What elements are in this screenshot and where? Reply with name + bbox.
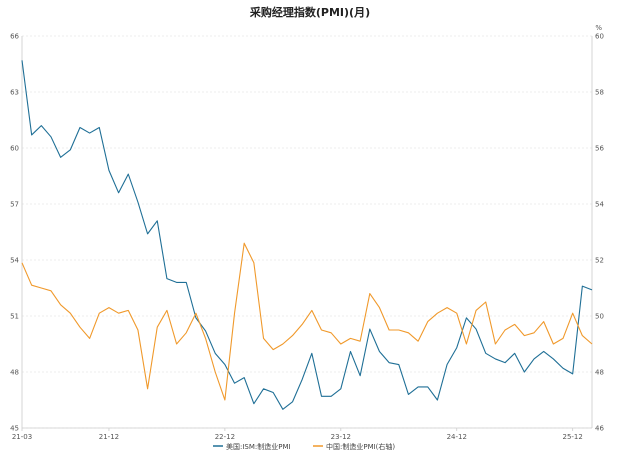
x-tick-label: 24-12: [447, 433, 467, 441]
x-tick-label: 25-12: [563, 433, 583, 441]
y-left-tick-label: 48: [10, 369, 19, 377]
y-left-tick-label: 63: [10, 89, 19, 97]
y-right-tick-label: 46: [595, 425, 604, 433]
y-left-tick-label: 60: [10, 145, 19, 153]
y-left-tick-label: 57: [10, 201, 19, 209]
y-right-tick-label: 60: [595, 33, 604, 41]
y-right-tick-label: 48: [595, 369, 604, 377]
y-right-tick-label: 54: [595, 201, 604, 209]
legend-label-series-1: 美国:ISM:制造业PMI: [226, 442, 291, 451]
y-right-tick-label: 56: [595, 145, 604, 153]
y-left-tick-label: 45: [10, 425, 19, 433]
x-tick-label: 21-12: [99, 433, 119, 441]
right-axis-unit: %: [595, 24, 602, 32]
series-line-2: [21, 242, 593, 401]
y-left-tick-label: 51: [10, 313, 19, 321]
axis-layer: 45 48 51 54 57 60 63 66 46 48 50 52 54 56 58 60 21-03 21-…: [10, 33, 604, 442]
x-tick-label: 21-03: [12, 433, 32, 441]
series-layer: [21, 60, 593, 410]
x-tick-label: 23-12: [331, 433, 351, 441]
y-right-tick-label: 52: [595, 257, 604, 265]
series-line-1: [21, 60, 593, 410]
x-tick-label: 22-12: [215, 433, 235, 441]
y-left-tick-label: 54: [10, 257, 19, 265]
legend: 美国:ISM:制造业PMI 中国:制造业PMI(右轴): [213, 442, 395, 451]
legend-label-series-2: 中国:制造业PMI(右轴): [326, 442, 395, 451]
y-right-tick-label: 50: [595, 313, 604, 321]
chart-title: 采购经理指数(PMI)(月): [249, 5, 370, 19]
y-left-tick-label: 66: [10, 33, 19, 41]
y-right-tick-label: 58: [595, 89, 604, 97]
grid-layer: [22, 35, 592, 429]
